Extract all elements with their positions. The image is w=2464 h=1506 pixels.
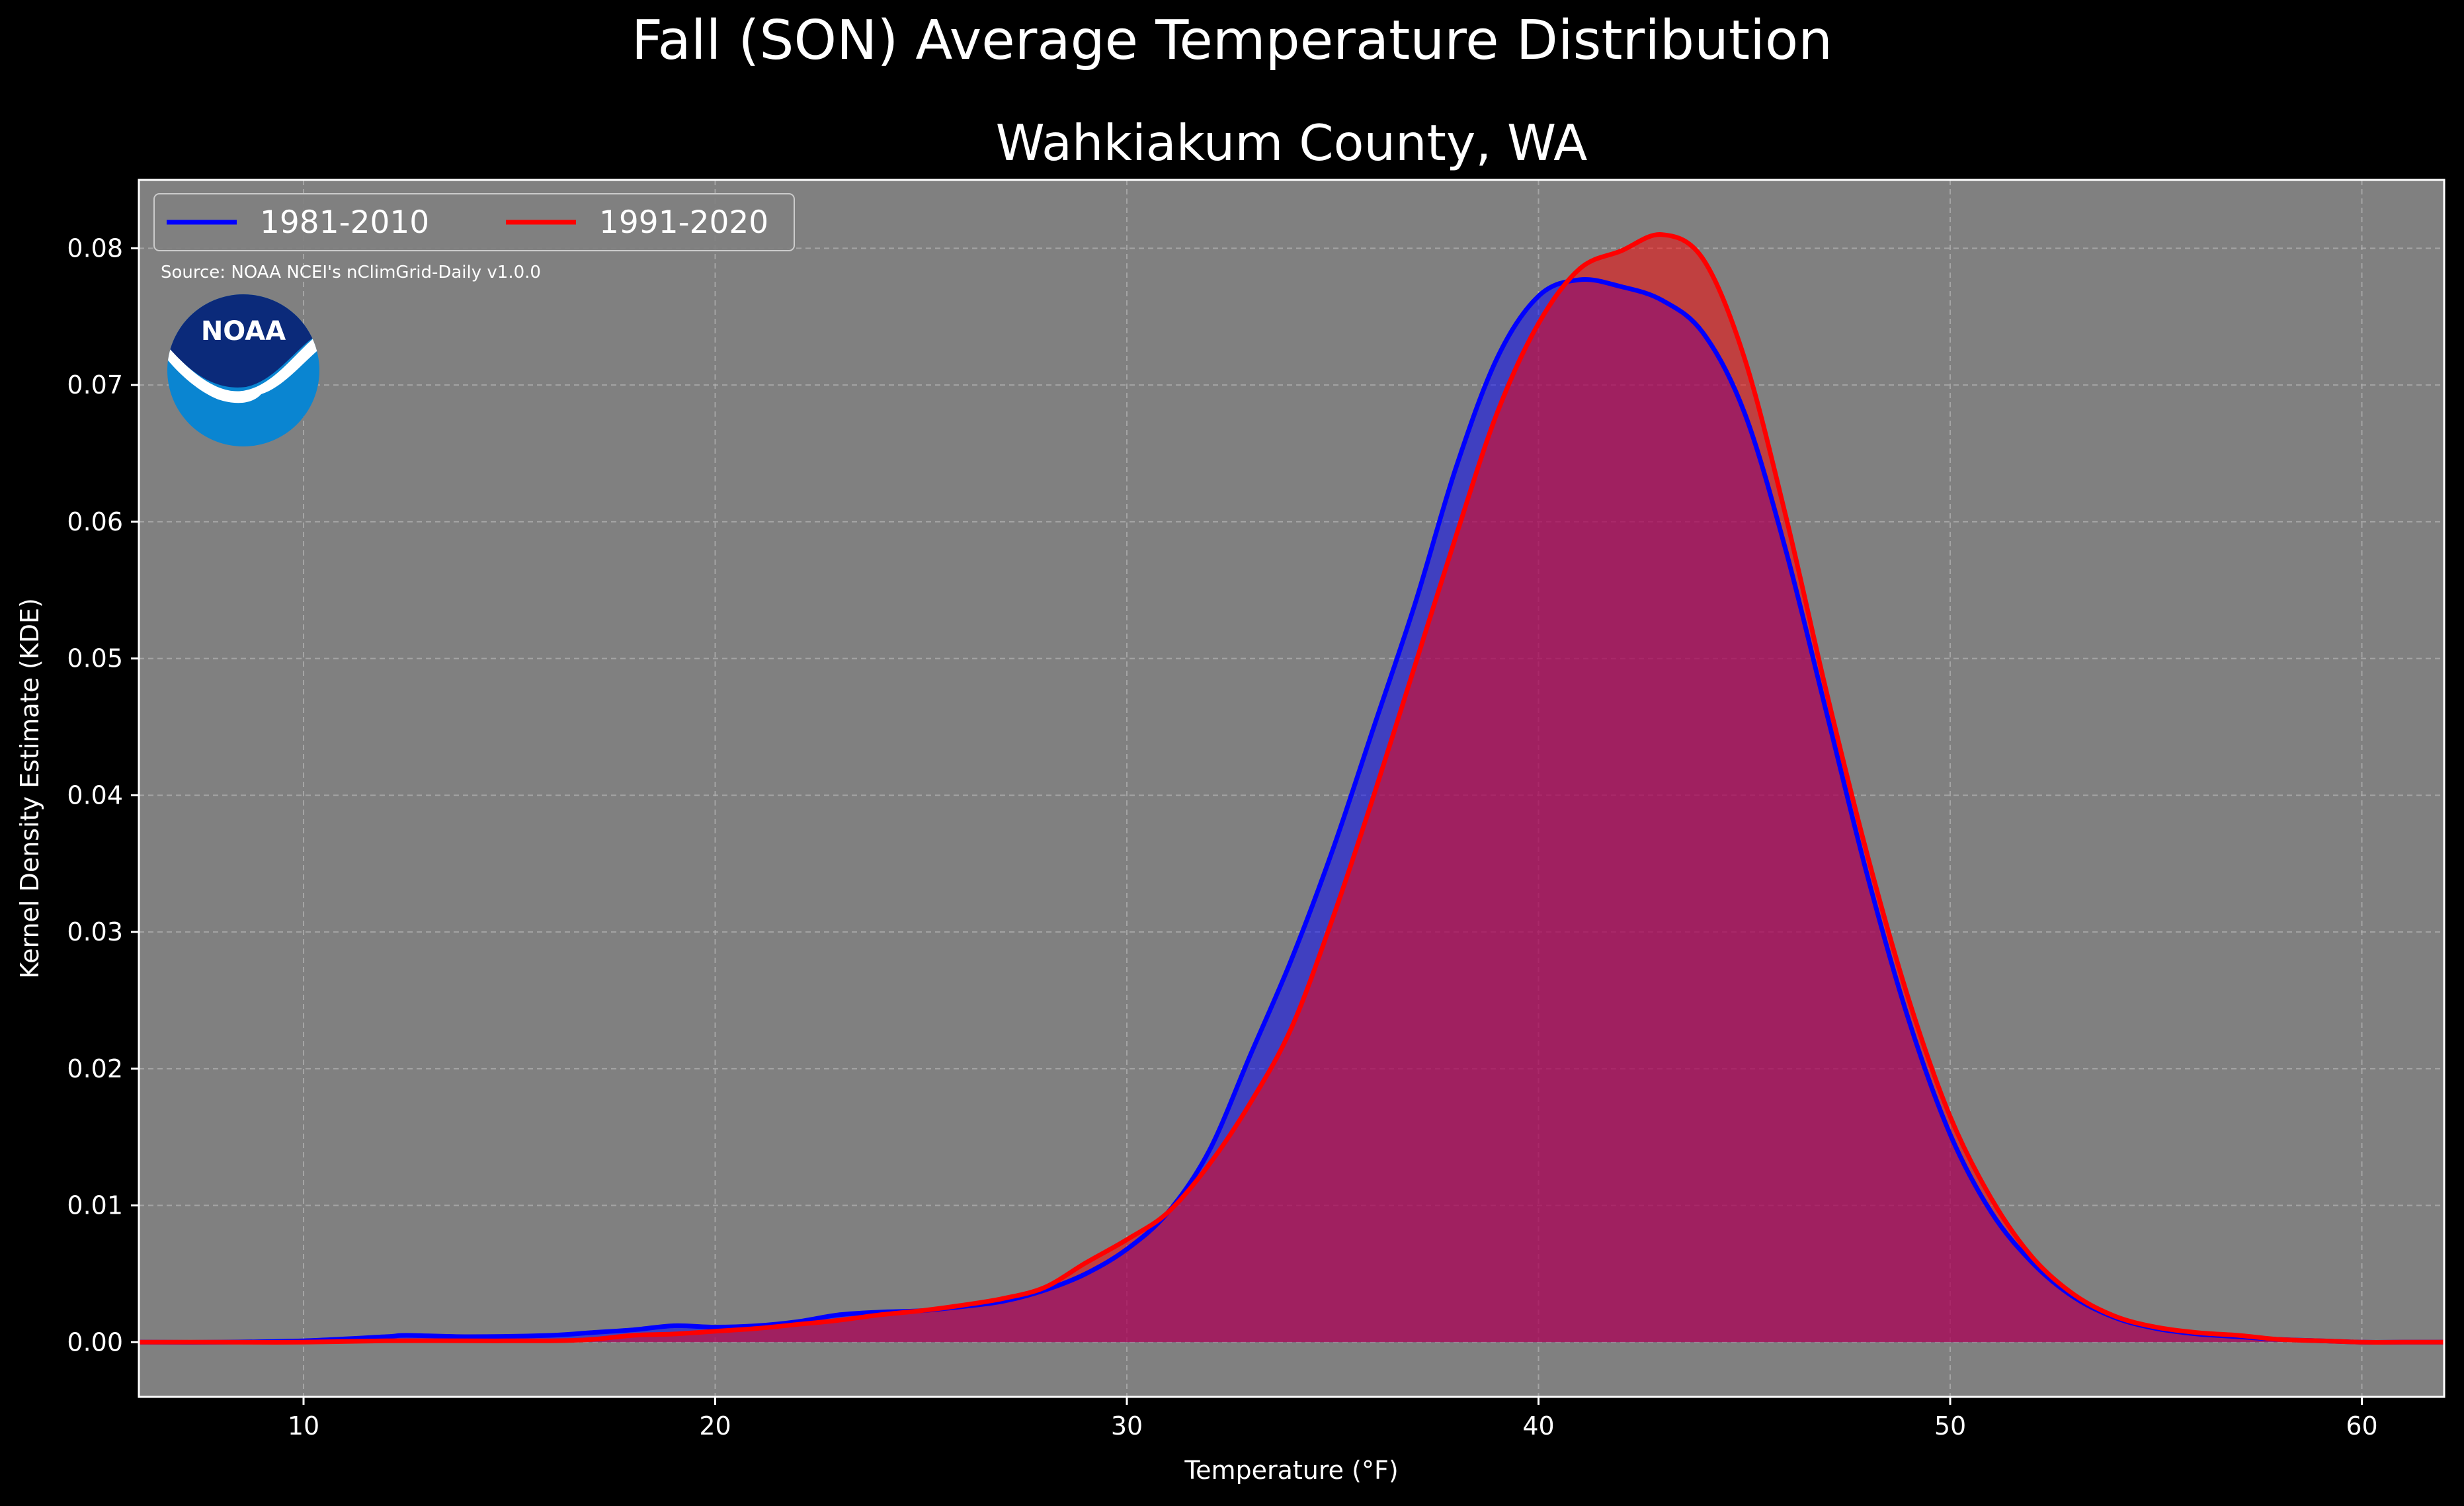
- legend-label-1981-2010: 1981-2010: [260, 204, 429, 241]
- noaa-logo-text: NOAA: [201, 316, 286, 347]
- y-axis-label: Kernel Density Estimate (KDE): [15, 598, 44, 979]
- legend-box: [153, 193, 795, 251]
- line-1991-2020: [139, 232, 2444, 1345]
- y-tick-label: 0.04: [67, 780, 123, 810]
- y-tick-label: 0.05: [67, 644, 123, 673]
- y-tick-label: 0.03: [67, 917, 123, 946]
- y-tick-label: 0.06: [67, 507, 123, 536]
- x-tick-label: 30: [1111, 1411, 1143, 1441]
- line-1981-2010: [138, 276, 2444, 1345]
- y-axis-ticks: 0.00 0.01 0.02 0.03 0.04 0.05 0.06 0.07 0.08: [67, 233, 139, 1357]
- y-tick-label: 0.02: [67, 1054, 123, 1083]
- chart-subtitle: Wahkiakum County, WA: [995, 114, 1588, 172]
- y-tick-label: 0.07: [67, 370, 123, 399]
- figure-title: Fall (SON) Average Temperature Distribut…: [631, 9, 1833, 72]
- legend: 1981-2010 1991-2020: [153, 193, 795, 251]
- y-tick-label: 0.01: [67, 1191, 123, 1220]
- x-axis-ticks: 10 20 30 40 50 60: [288, 1397, 2378, 1441]
- density-areas: [139, 234, 2444, 1343]
- y-tick-label: 0.08: [67, 233, 123, 263]
- x-tick-label: 60: [2346, 1411, 2377, 1441]
- x-axis-label: Temperature (°F): [1184, 1456, 1398, 1485]
- noaa-logo: NOAA: [167, 294, 319, 446]
- x-tick-label: 50: [1934, 1411, 1966, 1441]
- source-note: Source: NOAA NCEI's nClimGrid-Daily v1.0…: [161, 263, 541, 282]
- plot-frame: [138, 179, 2445, 1398]
- x-tick-label: 20: [699, 1411, 731, 1441]
- area-1991-2020: [139, 234, 2444, 1343]
- x-tick-label: 40: [1522, 1411, 1554, 1441]
- density-lines: [138, 232, 2444, 1345]
- x-tick-label: 10: [288, 1411, 319, 1441]
- y-tick-label: 0.00: [67, 1327, 123, 1357]
- legend-label-1991-2020: 1991-2020: [599, 204, 768, 241]
